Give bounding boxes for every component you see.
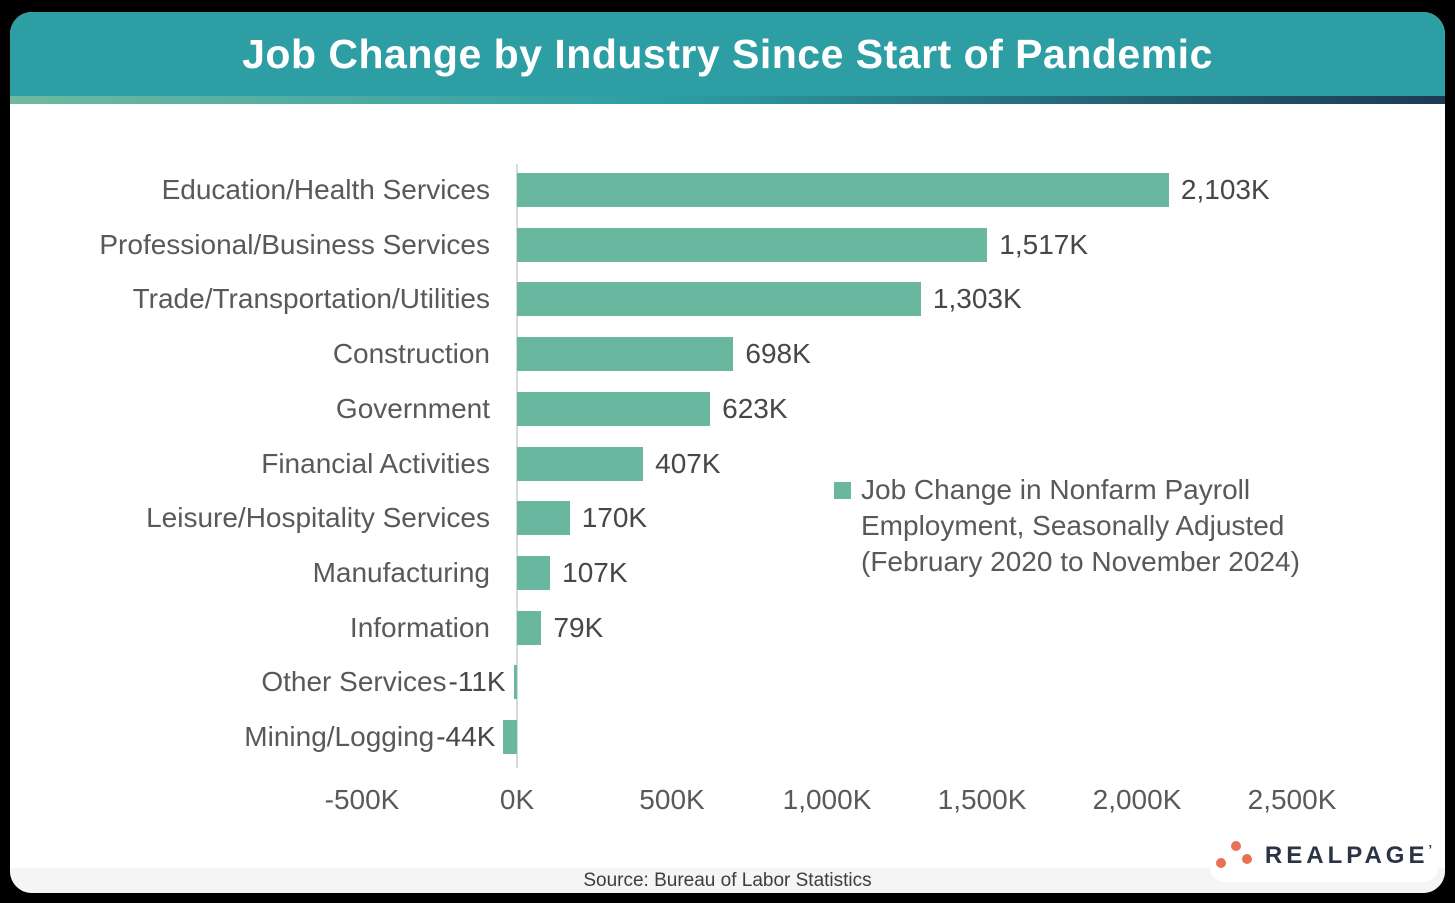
bar [517, 227, 988, 262]
value-label: 2,103K [1180, 174, 1270, 205]
logo-dot-icon [1241, 853, 1252, 864]
bar [503, 720, 517, 754]
category-label: Other Services [261, 666, 447, 698]
x-axis-tick-label: 1,000K [782, 784, 872, 815]
bar [517, 337, 734, 372]
value-label: 170K [581, 502, 648, 534]
category-label: Financial Activities [261, 447, 490, 479]
source-text: Source: Bureau of Labor Statistics [583, 869, 872, 891]
logo-wordmark: REALPAGE [1264, 841, 1429, 869]
value-label: -11K [448, 666, 506, 698]
value-label: 698K [745, 338, 811, 370]
bar [513, 665, 517, 700]
x-axis-tick-label: 0K [499, 784, 535, 815]
value-label: 407K [655, 447, 721, 479]
value-label: 623K [722, 392, 788, 424]
bar [517, 446, 644, 481]
plot-area: Job Change in Nonfarm Payroll Employment… [10, 12, 1445, 893]
chart-legend: Job Change in Nonfarm Payroll Employment… [834, 472, 1336, 580]
source-strip: Source: Bureau of Labor Statistics [10, 868, 1445, 893]
value-label: 1,303K [932, 283, 1022, 315]
x-axis-tick-label: 2,500K [1247, 784, 1337, 815]
logo-text: REALPAGE’ [1265, 842, 1432, 870]
logo-dot-icon [1230, 840, 1241, 851]
bar [517, 282, 921, 317]
logo-trademark-tick: ’ [1428, 841, 1433, 857]
category-label: Leisure/Hospitality Services [146, 502, 490, 534]
x-axis-tick-label: 500K [639, 784, 705, 815]
category-label: Information [349, 611, 490, 643]
value-label: -44K [436, 721, 496, 752]
category-and-value-label: Mining/Logging -44K [244, 720, 495, 754]
category-label: Trade/Transportation/Utilities [132, 283, 490, 315]
realpage-logo: REALPAGE’ [1210, 829, 1438, 882]
logo-dot-icon [1215, 857, 1226, 868]
x-axis-tick-label: -500K [324, 784, 400, 815]
bar [517, 610, 542, 645]
value-label: 79K [553, 611, 604, 643]
x-axis-tick-label: 1,500K [937, 784, 1027, 815]
value-label: 107K [562, 556, 628, 588]
page-header: Job Change by Industry Since Start of Pa… [10, 12, 1445, 96]
bar [517, 501, 570, 536]
category-label: Manufacturing [312, 556, 490, 588]
realpage-dots-icon [1215, 840, 1256, 871]
category-label: Education/Health Services [161, 174, 490, 205]
legend-label: Job Change in Nonfarm Payroll Employment… [861, 474, 1300, 577]
category-label: Government [335, 392, 490, 424]
chart-card: Job Change by Industry Since Start of Pa… [10, 12, 1445, 893]
legend-marker-icon [834, 482, 851, 499]
category-label: Mining/Logging [244, 721, 435, 752]
category-and-value-label: Other Services -11K [261, 665, 505, 699]
category-label: Construction [332, 338, 490, 370]
page-title: Job Change by Industry Since Start of Pa… [242, 30, 1213, 77]
bar [517, 173, 1169, 207]
value-label: 1,517K [999, 228, 1089, 260]
category-label: Professional/Business Services [99, 228, 490, 260]
x-axis-tick-label: 2,000K [1092, 784, 1182, 815]
gradient-strip [10, 96, 1445, 104]
bar [517, 391, 711, 426]
bar [517, 555, 551, 590]
